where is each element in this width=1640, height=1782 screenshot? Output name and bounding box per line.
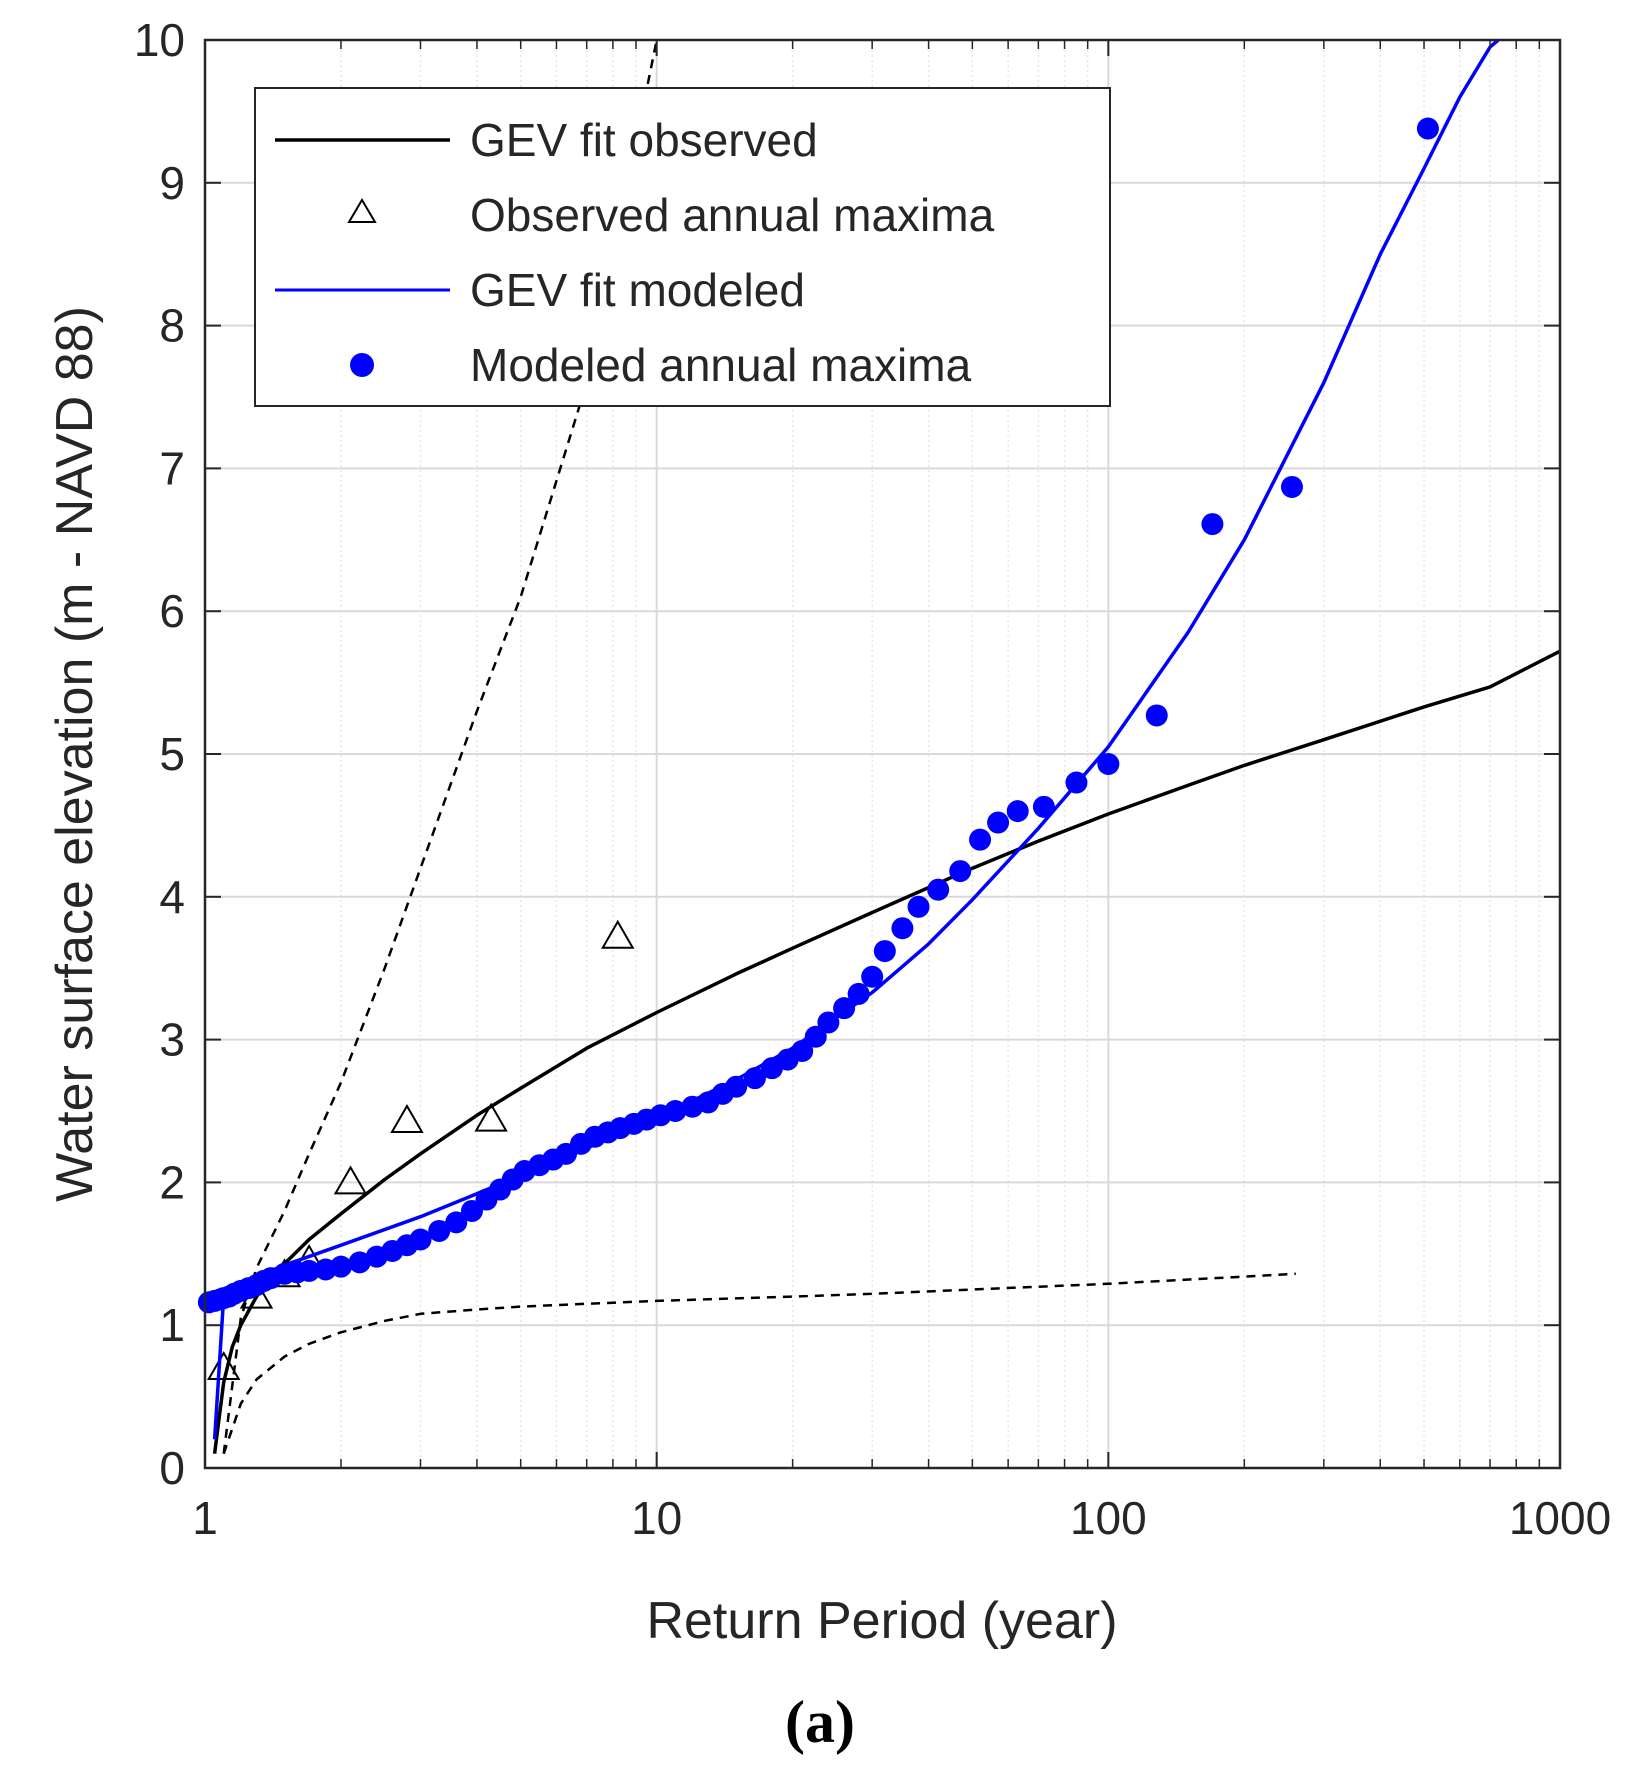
y-tick-label: 10 — [134, 14, 185, 66]
x-tick-label: 1 — [192, 1492, 218, 1544]
modeled-maxima-point — [1065, 771, 1088, 794]
modeled-maxima-point — [907, 895, 930, 918]
series-line-confidence-bound-upper-observed — [222, 39, 658, 1454]
modeled-maxima-point — [949, 860, 972, 883]
modeled-maxima-point — [1097, 752, 1120, 775]
modeled-maxima-point — [348, 1251, 371, 1274]
y-tick-label: 6 — [159, 585, 185, 637]
x-tick-label: 100 — [1070, 1492, 1147, 1544]
modeled-maxima-point — [861, 965, 884, 988]
legend-swatch-modeled-maxima-dot-icon — [350, 353, 374, 377]
x-tick-labels: 1 10 100 1000 — [192, 1492, 1611, 1544]
modeled-maxima-point — [987, 811, 1010, 834]
y-tick-labels: 0 1 2 3 4 5 6 7 8 9 10 — [134, 14, 185, 1494]
legend-label-modeled-maxima: Modeled annual maxima — [470, 339, 972, 391]
modeled-maxima-point — [804, 1025, 827, 1048]
modeled-maxima-point — [445, 1211, 468, 1234]
modeled-maxima-point — [1416, 117, 1439, 140]
observed-maxima-point — [333, 1165, 368, 1195]
observed-maxima-point — [474, 1102, 508, 1132]
x-axis-label: Return Period (year) — [646, 1592, 1117, 1650]
modeled-maxima-point — [1145, 704, 1168, 727]
y-tick-label: 9 — [159, 157, 185, 209]
modeled-maxima-point — [298, 1259, 321, 1282]
modeled-maxima-point — [743, 1067, 766, 1090]
modeled-maxima-point — [833, 997, 856, 1020]
minor-gridlines — [340, 40, 1541, 1468]
modeled-maxima-point — [891, 917, 914, 940]
modeled-maxima-point — [1201, 513, 1224, 536]
legend: GEV fit observed Observed annual maxima … — [254, 87, 1111, 407]
y-tick-label: 3 — [159, 1014, 185, 1066]
y-tick-label: 8 — [159, 300, 185, 352]
modeled-maxima-point — [873, 940, 896, 963]
series-line-gev-fit-modeled — [212, 38, 1500, 1440]
modeled-maxima-point — [409, 1228, 432, 1251]
legend-label-gev-modeled: GEV fit modeled — [470, 264, 805, 316]
modeled-maxima-point — [428, 1219, 451, 1242]
y-tick-label: 2 — [159, 1156, 185, 1208]
modeled-maxima-point — [1280, 475, 1303, 498]
modeled-maxima-point — [847, 982, 870, 1005]
observed-maxima-point — [601, 919, 635, 949]
legend-label-observed-maxima: Observed annual maxima — [470, 189, 995, 241]
legend-swatch-observed-maxima-triangle-icon — [347, 198, 377, 223]
series-line-confidence-bound-lower-observed — [222, 1272, 1296, 1455]
modeled-maxima-point — [329, 1255, 352, 1278]
y-tick-label: 1 — [159, 1299, 185, 1351]
modeled-maxima-point — [1006, 800, 1029, 823]
observed-maxima-point — [390, 1103, 424, 1133]
y-tick-label: 0 — [159, 1442, 185, 1494]
legend-label-gev-observed: GEV fit observed — [470, 114, 818, 166]
modeled-maxima-point — [664, 1100, 687, 1122]
modeled-maxima-point — [927, 878, 950, 901]
y-tick-label: 7 — [159, 442, 185, 494]
y-tick-label: 5 — [159, 728, 185, 780]
modeled-maxima-point — [1032, 795, 1055, 818]
modeled-maxima-point — [725, 1075, 748, 1098]
x-tick-label: 1000 — [1509, 1492, 1611, 1544]
panel-label: (a) — [785, 1689, 855, 1755]
modeled-maxima-point — [817, 1011, 840, 1034]
axis-ticks — [204, 39, 1561, 1469]
x-tick-label: 10 — [631, 1492, 682, 1544]
observed-maxima-point — [206, 1351, 241, 1381]
modeled-maxima-point — [791, 1040, 814, 1063]
y-tick-label: 4 — [159, 871, 185, 923]
modeled-maxima-point — [969, 828, 992, 851]
y-axis-label: Water surface elevation (m - NAVD 88) — [46, 306, 104, 1202]
data-series — [197, 38, 1561, 1455]
